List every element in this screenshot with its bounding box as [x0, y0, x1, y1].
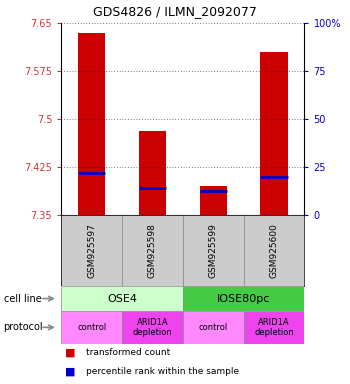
Bar: [61, 215, 122, 286]
Text: protocol: protocol: [4, 322, 43, 333]
Bar: [61, 311, 122, 344]
Bar: [139, 131, 166, 215]
Text: ■: ■: [65, 366, 75, 377]
Text: GSM925597: GSM925597: [87, 223, 96, 278]
Bar: [244, 311, 304, 344]
Text: GSM925598: GSM925598: [148, 223, 157, 278]
Text: ARID1A
depletion: ARID1A depletion: [133, 318, 172, 337]
Bar: [183, 311, 244, 344]
Text: ■: ■: [65, 347, 75, 358]
Text: OSE4: OSE4: [107, 293, 137, 304]
Text: IOSE80pc: IOSE80pc: [217, 293, 270, 304]
Bar: [61, 286, 183, 311]
Bar: [260, 52, 288, 215]
Text: control: control: [77, 323, 106, 332]
Text: GDS4826 / ILMN_2092077: GDS4826 / ILMN_2092077: [93, 5, 257, 18]
Text: transformed count: transformed count: [86, 348, 170, 357]
Bar: [183, 215, 244, 286]
Bar: [183, 286, 304, 311]
Text: cell line: cell line: [4, 293, 41, 304]
Bar: [244, 215, 304, 286]
Text: control: control: [199, 323, 228, 332]
Bar: [78, 33, 105, 215]
Text: percentile rank within the sample: percentile rank within the sample: [86, 367, 239, 376]
Text: GSM925600: GSM925600: [270, 223, 279, 278]
Bar: [199, 186, 227, 215]
Bar: [122, 215, 183, 286]
Text: GSM925599: GSM925599: [209, 223, 218, 278]
Bar: [122, 311, 183, 344]
Text: ARID1A
depletion: ARID1A depletion: [254, 318, 294, 337]
